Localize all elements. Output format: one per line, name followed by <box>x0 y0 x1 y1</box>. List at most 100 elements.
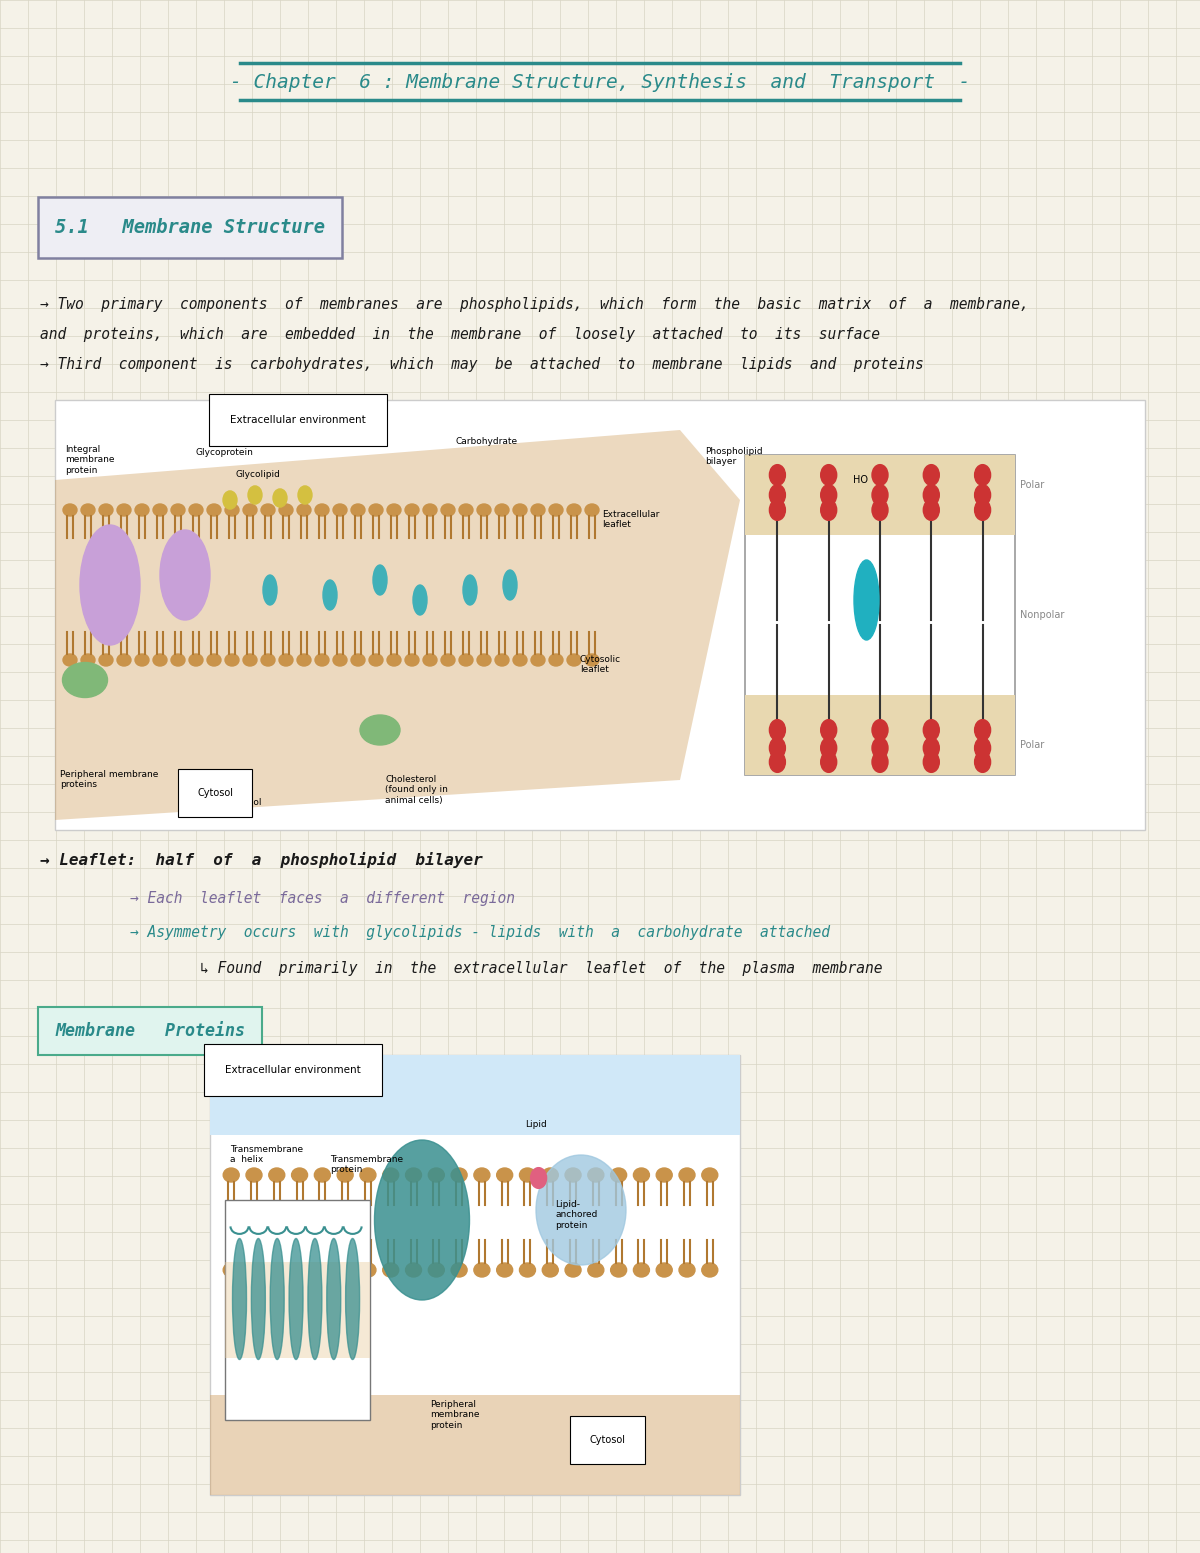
Ellipse shape <box>154 505 167 516</box>
Ellipse shape <box>360 714 400 745</box>
Ellipse shape <box>278 654 293 666</box>
Ellipse shape <box>530 505 545 516</box>
Ellipse shape <box>337 1168 353 1182</box>
Circle shape <box>974 485 991 505</box>
Text: Glycolipid: Glycolipid <box>235 471 280 478</box>
Ellipse shape <box>568 654 581 666</box>
Ellipse shape <box>269 1168 284 1182</box>
Ellipse shape <box>246 1168 262 1182</box>
Circle shape <box>923 464 940 486</box>
FancyBboxPatch shape <box>37 1006 263 1054</box>
Text: Extracellular environment: Extracellular environment <box>226 1065 361 1075</box>
Ellipse shape <box>568 505 581 516</box>
Ellipse shape <box>634 1168 649 1182</box>
Text: → Asymmetry  occurs  with  glycolipids - lipids  with  a  carbohydrate  attached: → Asymmetry occurs with glycolipids - li… <box>130 926 830 941</box>
Ellipse shape <box>550 505 563 516</box>
Ellipse shape <box>346 1238 360 1359</box>
Ellipse shape <box>586 505 599 516</box>
Ellipse shape <box>424 505 437 516</box>
FancyBboxPatch shape <box>745 696 1015 775</box>
Ellipse shape <box>656 1263 672 1277</box>
Ellipse shape <box>337 1263 353 1277</box>
Circle shape <box>769 752 786 772</box>
Ellipse shape <box>314 1263 330 1277</box>
Ellipse shape <box>496 654 509 666</box>
Text: Polar: Polar <box>1020 739 1044 750</box>
Text: and  proteins,  which  are  embedded  in  the  membrane  of  loosely  attached  : and proteins, which are embedded in the … <box>40 328 880 343</box>
FancyBboxPatch shape <box>37 197 342 258</box>
Ellipse shape <box>360 1263 376 1277</box>
Ellipse shape <box>542 1168 558 1182</box>
Ellipse shape <box>289 1238 304 1359</box>
Ellipse shape <box>98 654 113 666</box>
Ellipse shape <box>611 1168 626 1182</box>
Text: Extracellular
leaflet: Extracellular leaflet <box>602 509 659 530</box>
Text: Transmembrane
protein: Transmembrane protein <box>330 1155 403 1174</box>
Polygon shape <box>55 430 740 820</box>
Ellipse shape <box>586 654 599 666</box>
Ellipse shape <box>292 1168 307 1182</box>
FancyBboxPatch shape <box>210 1054 740 1496</box>
Ellipse shape <box>611 1263 626 1277</box>
Circle shape <box>298 486 312 505</box>
Ellipse shape <box>386 505 401 516</box>
Circle shape <box>821 752 836 772</box>
Ellipse shape <box>298 505 311 516</box>
Circle shape <box>274 489 287 508</box>
Circle shape <box>923 752 940 772</box>
Ellipse shape <box>262 505 275 516</box>
Ellipse shape <box>374 1140 469 1300</box>
Circle shape <box>769 485 786 505</box>
Ellipse shape <box>451 1263 467 1277</box>
Ellipse shape <box>565 1168 581 1182</box>
Ellipse shape <box>478 654 491 666</box>
Text: ↳ Found  primarily  in  the  extracellular  leaflet  of  the  plasma  membrane: ↳ Found primarily in the extracellular l… <box>200 960 882 975</box>
Circle shape <box>872 719 888 741</box>
Ellipse shape <box>428 1263 444 1277</box>
Ellipse shape <box>64 654 77 666</box>
Ellipse shape <box>233 1238 246 1359</box>
Ellipse shape <box>536 1155 626 1266</box>
Ellipse shape <box>82 654 95 666</box>
Ellipse shape <box>251 1238 265 1359</box>
Ellipse shape <box>474 1168 490 1182</box>
Text: Cholesterol
(found only in
animal cells): Cholesterol (found only in animal cells) <box>385 775 448 804</box>
Ellipse shape <box>118 505 131 516</box>
Circle shape <box>223 491 238 509</box>
FancyBboxPatch shape <box>745 455 1015 775</box>
Ellipse shape <box>223 1168 239 1182</box>
Circle shape <box>872 500 888 520</box>
Ellipse shape <box>118 654 131 666</box>
Ellipse shape <box>263 575 277 606</box>
Ellipse shape <box>298 654 311 666</box>
Ellipse shape <box>514 654 527 666</box>
Text: Peripheral membrane
proteins: Peripheral membrane proteins <box>60 770 158 789</box>
Text: Peripheral
membrane
protein: Peripheral membrane protein <box>430 1399 480 1430</box>
Circle shape <box>872 485 888 505</box>
Ellipse shape <box>352 654 365 666</box>
Ellipse shape <box>262 654 275 666</box>
Ellipse shape <box>424 654 437 666</box>
FancyBboxPatch shape <box>55 401 1145 829</box>
FancyBboxPatch shape <box>210 1054 740 1135</box>
Text: Carbohydrate: Carbohydrate <box>455 436 517 446</box>
Ellipse shape <box>242 654 257 666</box>
Text: Glycoprotein: Glycoprotein <box>194 447 253 457</box>
Text: Lipid: Lipid <box>526 1120 547 1129</box>
Ellipse shape <box>242 505 257 516</box>
Ellipse shape <box>702 1168 718 1182</box>
Ellipse shape <box>172 505 185 516</box>
Ellipse shape <box>208 654 221 666</box>
Text: Extracellular environment: Extracellular environment <box>230 415 366 426</box>
Ellipse shape <box>270 1238 284 1359</box>
Text: → Third  component  is  carbohydrates,  which  may  be  attached  to  membrane  : → Third component is carbohydrates, whic… <box>40 357 924 373</box>
Ellipse shape <box>190 505 203 516</box>
Ellipse shape <box>503 570 517 599</box>
Ellipse shape <box>679 1263 695 1277</box>
Text: → Two  primary  components  of  membranes  are  phospholipids,  which  form  the: → Two primary components of membranes ar… <box>40 298 1028 312</box>
Ellipse shape <box>588 1168 604 1182</box>
Circle shape <box>769 719 786 741</box>
Ellipse shape <box>269 1263 284 1277</box>
Ellipse shape <box>550 654 563 666</box>
Text: Nonpolar: Nonpolar <box>1020 610 1064 620</box>
